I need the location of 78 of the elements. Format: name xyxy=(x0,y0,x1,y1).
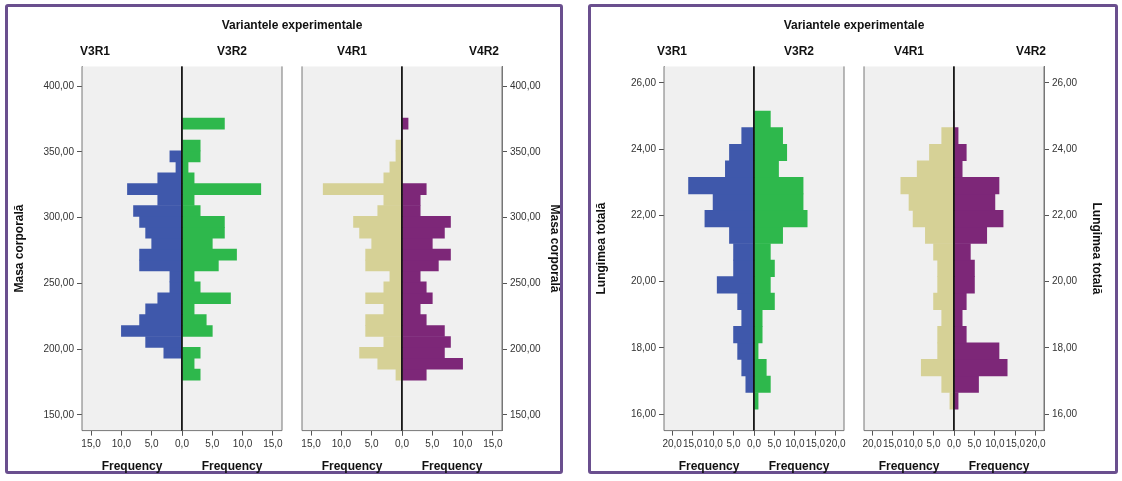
x-tick-label: 15,0 xyxy=(805,438,826,450)
y-axis-title: Masa corporală xyxy=(548,204,563,293)
x-tick-label: 10,0 xyxy=(331,438,352,450)
text: Variantele experimentale xyxy=(782,18,926,32)
x-tick-label: 5,0 xyxy=(205,438,220,450)
x-axis-title: Frequency xyxy=(878,459,940,474)
y-axis-title: Lungimea totală xyxy=(593,202,608,295)
x-tick-label: 15,0 xyxy=(1005,438,1026,450)
y-tick-label: 250,00 xyxy=(43,277,75,289)
y-tick-label: 24,00 xyxy=(630,142,657,154)
x-tick-label: 5,0 xyxy=(425,438,440,450)
x-tick-label: 5,0 xyxy=(926,438,941,450)
y-tick-label: 300,00 xyxy=(510,211,542,223)
y-tick-label: 22,00 xyxy=(1052,209,1078,221)
text: Variantele experimentale xyxy=(220,18,364,32)
y-tick-label: 22,00 xyxy=(630,209,657,221)
x-tick-label: 15,0 xyxy=(882,438,903,450)
x-tick-label: 15,0 xyxy=(301,438,322,450)
x-tick-label: 10,0 xyxy=(903,438,924,450)
y-tick-label: 400,00 xyxy=(510,79,542,91)
y-tick-label: 16,00 xyxy=(1052,407,1078,419)
chart-title: V3R2 xyxy=(216,43,248,58)
x-tick-label: 10,0 xyxy=(452,438,473,450)
x-axis-title: Frequency xyxy=(201,459,263,474)
x-tick-label: 5,0 xyxy=(364,438,380,450)
x-tick-label: 10,0 xyxy=(703,438,724,450)
y-tick-label: 24,00 xyxy=(1052,142,1078,154)
x-tick-label: 20,0 xyxy=(662,438,683,450)
x-axis-title: Frequency xyxy=(421,459,483,474)
chart-title: V4R2 xyxy=(1015,43,1047,58)
x-tick-label: 10,0 xyxy=(785,438,806,450)
x-tick-label: 5,0 xyxy=(726,438,741,450)
y-tick-label: 20,00 xyxy=(1052,275,1078,287)
y-axis-title: Lungimea totală xyxy=(1090,202,1105,295)
y-tick-label: 250,00 xyxy=(510,277,542,289)
x-tick-label: 5,0 xyxy=(967,438,982,450)
chart-title: V4R1 xyxy=(336,43,368,58)
y-tick-label: 16,00 xyxy=(630,407,657,419)
y-tick-label: 26,00 xyxy=(1052,76,1078,88)
x-tick-label: 20,0 xyxy=(1026,438,1046,450)
y-tick-label: 20,00 xyxy=(630,275,657,287)
x-tick-label: 5,0 xyxy=(767,438,782,450)
chart-title: V4R2 xyxy=(468,43,500,58)
x-tick-label: 0,0 xyxy=(175,438,190,450)
x-tick-label: 20,0 xyxy=(826,438,846,450)
chart-title: V3R2 xyxy=(783,43,815,58)
y-axis-title: Masa corporală xyxy=(11,204,26,293)
y-tick-label: 18,00 xyxy=(1052,341,1078,353)
y-tick-label: 150,00 xyxy=(43,408,75,420)
x-tick-label: 15,0 xyxy=(81,438,102,450)
y-tick-label: 18,00 xyxy=(630,341,657,353)
x-axis-title: Frequency xyxy=(678,459,740,474)
y-tick-label: 350,00 xyxy=(510,145,542,157)
y-tick-label: 200,00 xyxy=(43,342,75,354)
x-tick-label: 10,0 xyxy=(232,438,253,450)
x-tick-label: 10,0 xyxy=(985,438,1006,450)
x-tick-label: 10,0 xyxy=(111,438,132,450)
x-tick-label: 15,0 xyxy=(483,438,504,450)
x-tick-label: 0,0 xyxy=(747,438,762,450)
x-axis-title: Frequency xyxy=(101,459,163,474)
chart-title: V3R1 xyxy=(656,43,688,58)
y-tick-label: 200,00 xyxy=(510,342,542,354)
x-tick-label: 15,0 xyxy=(263,438,284,450)
x-axis-title: Frequency xyxy=(321,459,383,474)
x-tick-label: 5,0 xyxy=(144,438,160,450)
x-axis-title: Frequency xyxy=(768,459,830,474)
chart-title: V4R1 xyxy=(893,43,925,58)
x-tick-label: 15,0 xyxy=(682,438,703,450)
y-tick-label: 300,00 xyxy=(43,211,75,223)
x-axis-title: Frequency xyxy=(968,459,1030,474)
y-tick-label: 400,00 xyxy=(43,79,75,91)
x-tick-label: 20,0 xyxy=(862,438,883,450)
y-tick-label: 150,00 xyxy=(510,408,542,420)
x-tick-label: 0,0 xyxy=(395,438,410,450)
y-tick-label: 350,00 xyxy=(43,145,75,157)
y-tick-label: 26,00 xyxy=(630,76,657,88)
chart-title: V3R1 xyxy=(79,43,111,58)
x-tick-label: 0,0 xyxy=(947,438,962,450)
